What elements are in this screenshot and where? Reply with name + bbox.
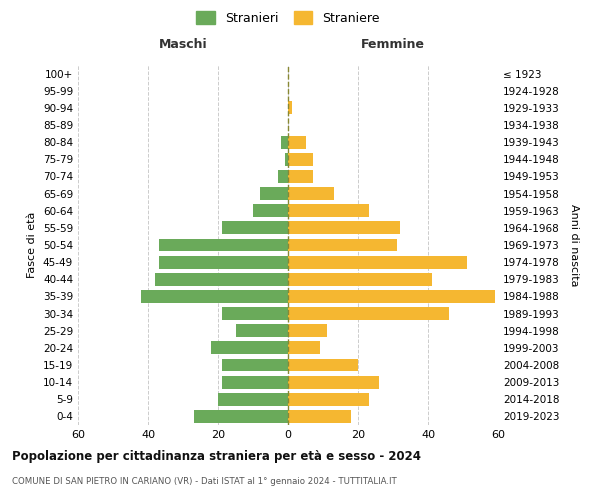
Bar (235, 324, 288, 337)
Bar (288, 256, 467, 268)
Bar (277, 170, 288, 183)
Bar (288, 307, 449, 320)
Bar (284, 153, 288, 166)
Text: Maschi: Maschi (158, 38, 208, 52)
Bar (158, 256, 288, 268)
Bar (288, 102, 292, 114)
Bar (288, 324, 326, 337)
Bar (221, 307, 288, 320)
Bar (158, 238, 288, 252)
Bar (288, 153, 313, 166)
Bar (288, 136, 305, 148)
Bar (193, 410, 288, 423)
Y-axis label: Fasce di età: Fasce di età (28, 212, 37, 278)
Bar (253, 204, 288, 217)
Y-axis label: Anni di nascita: Anni di nascita (569, 204, 579, 286)
Bar (288, 222, 400, 234)
Bar (288, 410, 351, 423)
Text: COMUNE DI SAN PIETRO IN CARIANO (VR) - Dati ISTAT al 1° gennaio 2024 - TUTTITALI: COMUNE DI SAN PIETRO IN CARIANO (VR) - D… (12, 478, 397, 486)
Bar (221, 376, 288, 388)
Bar (260, 187, 288, 200)
Bar (141, 290, 288, 303)
Bar (221, 358, 288, 372)
Bar (218, 393, 288, 406)
Bar (288, 170, 313, 183)
Bar (221, 222, 288, 234)
Bar (288, 273, 431, 285)
Bar (288, 290, 494, 303)
Bar (288, 238, 397, 252)
Bar (281, 136, 288, 148)
Bar (288, 342, 320, 354)
Bar (288, 358, 358, 372)
Bar (288, 187, 334, 200)
Bar (211, 342, 288, 354)
Bar (288, 204, 368, 217)
Legend: Stranieri, Straniere: Stranieri, Straniere (191, 6, 385, 30)
Bar (288, 376, 379, 388)
Bar (288, 393, 368, 406)
Text: Popolazione per cittadinanza straniera per età e sesso - 2024: Popolazione per cittadinanza straniera p… (12, 450, 421, 463)
Text: Femmine: Femmine (361, 38, 425, 52)
Bar (155, 273, 288, 285)
